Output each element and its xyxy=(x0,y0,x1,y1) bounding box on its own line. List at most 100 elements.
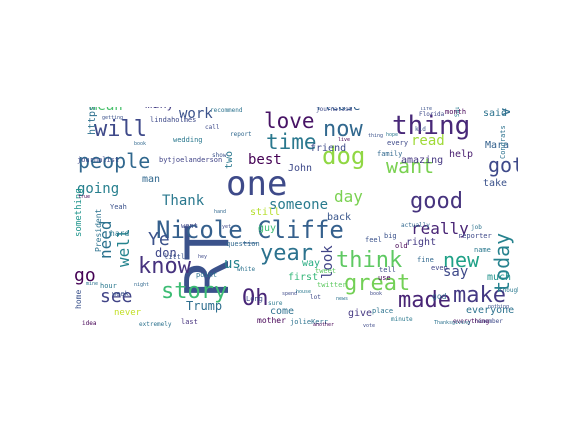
cloud-word: amazing xyxy=(401,155,444,166)
cloud-word: old xyxy=(395,242,408,250)
cloud-word: white xyxy=(237,266,256,273)
cloud-word: see xyxy=(100,286,133,307)
cloud-word: mother xyxy=(257,316,286,325)
cloud-word: call xyxy=(205,124,220,131)
cloud-word: yet xyxy=(222,224,232,230)
cloud-word: journalist xyxy=(77,156,120,164)
cloud-word: Saudi xyxy=(454,107,461,117)
cloud-word: day xyxy=(334,187,363,206)
cloud-word: name xyxy=(474,246,491,254)
cloud-word: reporter xyxy=(458,232,492,240)
cloud-word: live xyxy=(338,137,351,143)
cloud-word: actually xyxy=(401,222,430,229)
cloud-word: place xyxy=(372,307,394,315)
cloud-word: recommend xyxy=(210,107,243,114)
cloud-word: will xyxy=(94,117,147,142)
cloud-word: love xyxy=(264,109,315,133)
cloud-word: John xyxy=(288,163,313,174)
cloud-word: hope xyxy=(386,132,399,138)
cloud-word: many xyxy=(145,107,174,110)
cloud-word: news xyxy=(336,296,349,302)
cloud-word: man xyxy=(142,174,161,185)
cloud-word: know xyxy=(138,254,191,279)
cloud-word: month xyxy=(445,108,467,116)
cloud-word: don xyxy=(155,246,177,260)
cloud-word: made xyxy=(398,288,451,313)
cloud-word: dog xyxy=(322,142,366,170)
cloud-word: way xyxy=(302,258,321,269)
cloud-word: everything xyxy=(453,318,490,325)
cloud-word: report xyxy=(230,131,252,138)
cloud-word: right xyxy=(406,237,437,248)
cloud-word: take xyxy=(483,178,508,189)
cloud-word: make xyxy=(453,283,506,308)
cloud-word: fine xyxy=(417,256,434,264)
cloud-word: Please xyxy=(317,107,360,112)
cloud-word: job xyxy=(471,224,482,231)
cloud-word: bytjoelanderson xyxy=(159,156,223,164)
cloud-word: best xyxy=(248,152,282,168)
cloud-word: nothing xyxy=(488,304,510,310)
cloud-word: jolieKerr xyxy=(290,318,328,326)
cloud-word: idea xyxy=(82,320,97,327)
cloud-word: wedding xyxy=(173,136,203,144)
cloud-word: got xyxy=(488,153,518,177)
cloud-word: Thanksgiving xyxy=(434,320,471,326)
cloud-word: Yeah xyxy=(110,203,127,211)
cloud-word: another xyxy=(313,322,335,328)
cloud-word: Thank xyxy=(162,193,205,209)
cloud-word: little xyxy=(164,253,190,261)
cloud-word: thought xyxy=(499,287,518,294)
cloud-word: every xyxy=(387,139,409,147)
cloud-word: tweet xyxy=(315,267,337,275)
cloud-word: people xyxy=(78,149,151,173)
cloud-word: use xyxy=(378,274,391,282)
cloud-word: god xyxy=(432,292,447,301)
cloud-word: home xyxy=(74,289,83,309)
cloud-word: life xyxy=(420,107,433,112)
cloud-word: guy xyxy=(258,223,277,234)
cloud-word: say xyxy=(443,264,469,280)
cloud-word: true xyxy=(78,194,91,200)
cloud-word: family xyxy=(377,150,403,158)
cloud-word: Trump xyxy=(186,299,223,313)
word-cloud: RT Nicole_Cliffe one dog thing now love time wil… xyxy=(72,107,518,329)
cloud-word: house xyxy=(296,289,312,295)
cloud-word: want xyxy=(386,154,435,178)
cloud-word: new xyxy=(443,248,480,272)
cloud-word: spend xyxy=(282,291,298,297)
cloud-word: thing xyxy=(368,133,384,139)
cloud-word: journalism xyxy=(316,107,353,113)
cloud-word: Oh xyxy=(242,286,269,311)
cloud-word: great xyxy=(344,271,411,296)
cloud-word: work xyxy=(179,107,213,122)
cloud-word: now xyxy=(323,117,363,142)
cloud-word: big xyxy=(384,232,397,240)
cloud-word: help xyxy=(449,149,474,160)
cloud-word: book xyxy=(370,291,383,297)
cloud-word: tell xyxy=(379,266,396,274)
cloud-word: question xyxy=(226,240,260,248)
cloud-word: someone xyxy=(269,197,329,213)
cloud-word: week xyxy=(112,290,129,298)
cloud-word: one xyxy=(226,164,288,204)
cloud-word: minute xyxy=(391,316,413,323)
cloud-word: really xyxy=(411,219,469,238)
cloud-word: two xyxy=(224,150,235,169)
cloud-word: hard xyxy=(110,229,130,238)
cloud-word: Mara xyxy=(485,140,510,151)
cloud-word: sure xyxy=(268,300,283,307)
cloud-word: getting xyxy=(102,115,124,121)
cloud-word: much xyxy=(487,272,512,283)
cloud-word: never xyxy=(114,308,142,318)
cloud-word: President xyxy=(94,208,103,252)
cloud-word: hey xyxy=(198,254,208,260)
cloud-word: us xyxy=(224,256,241,272)
cloud-word: point xyxy=(196,271,218,279)
cloud-word: back xyxy=(327,212,352,223)
cloud-word: hour xyxy=(100,282,117,290)
cloud-word: vote xyxy=(363,323,376,329)
cloud-word: https xyxy=(87,107,98,135)
cloud-word: time xyxy=(266,130,317,154)
cloud-word: still xyxy=(250,207,281,218)
